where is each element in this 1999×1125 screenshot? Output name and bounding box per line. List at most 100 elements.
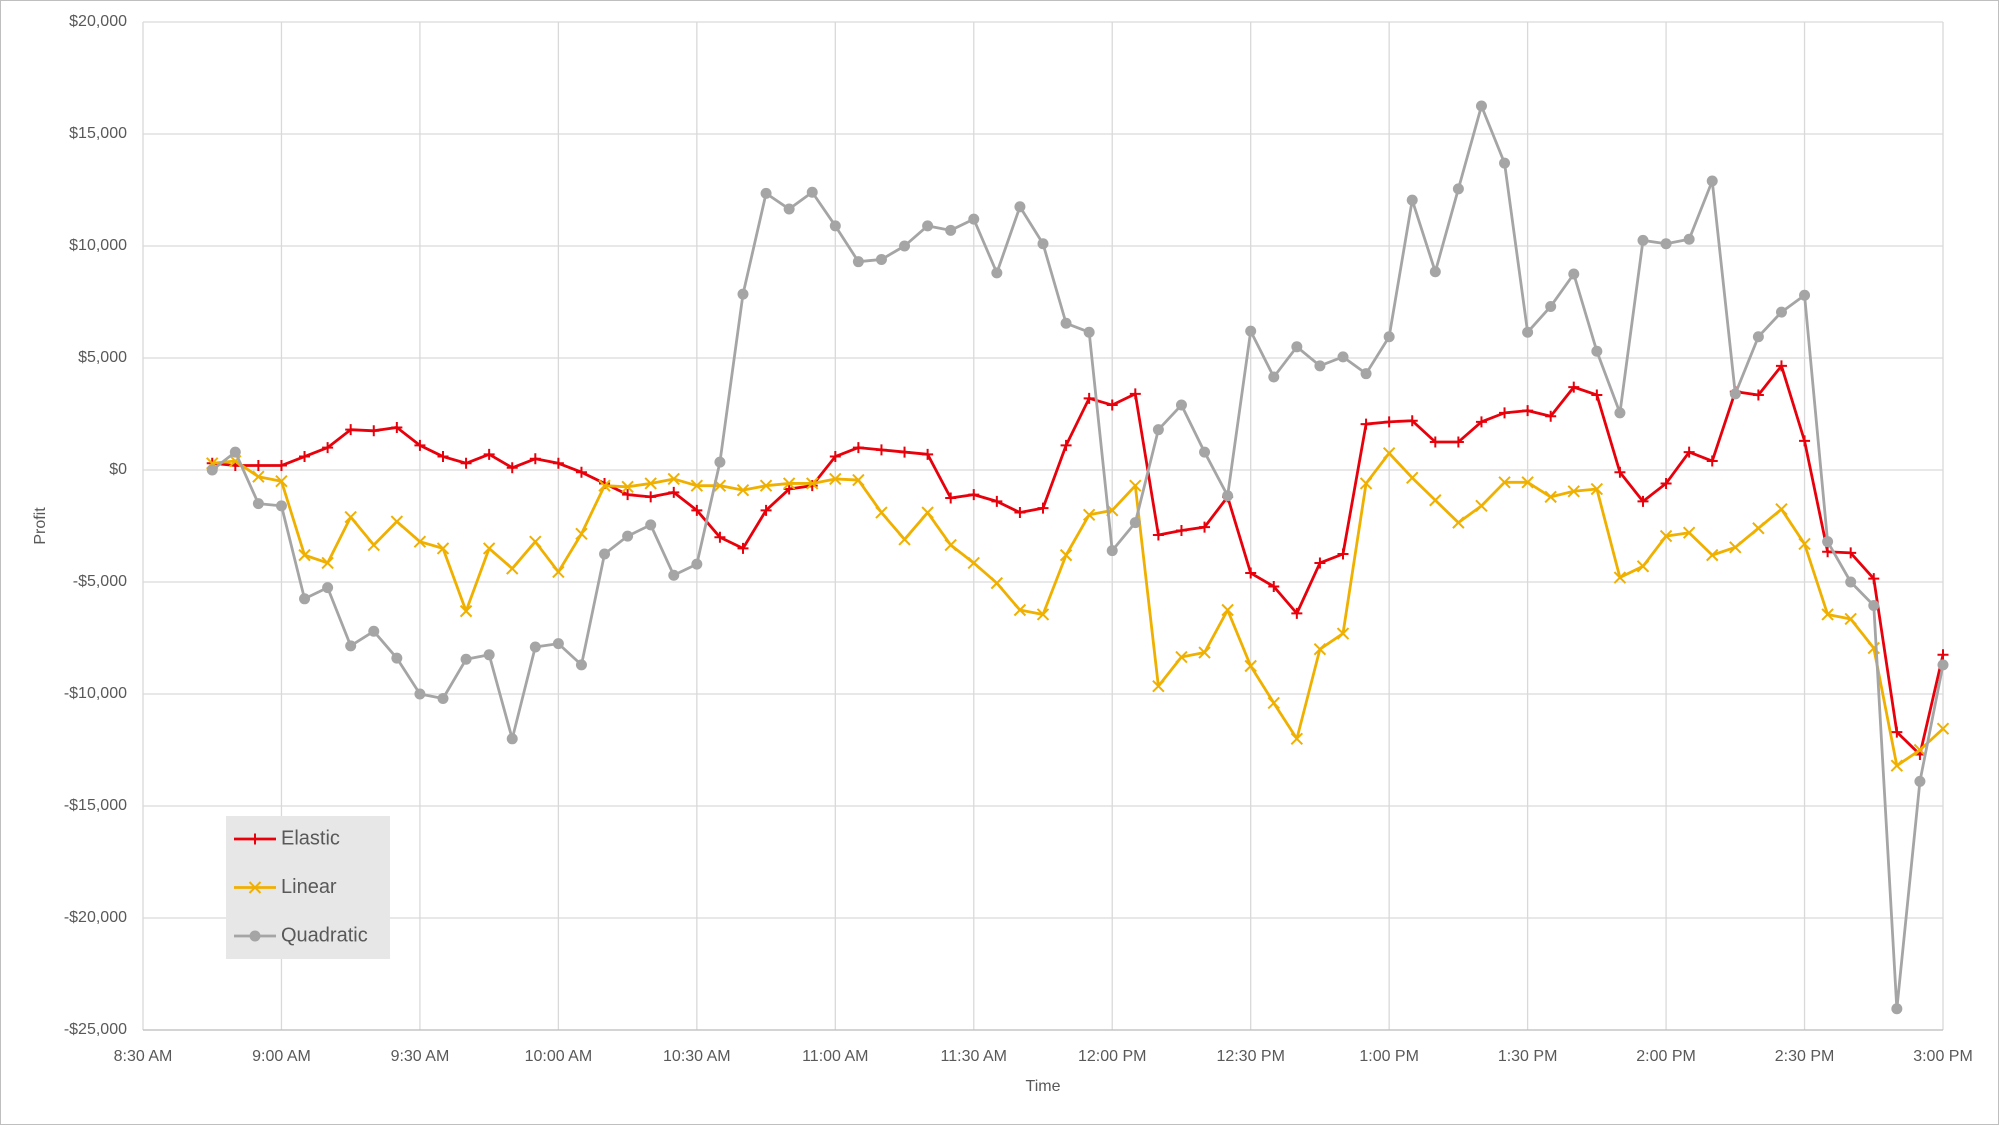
marker [322,442,334,454]
marker [1659,529,1673,543]
marker [714,456,726,468]
x-tick-label: 1:30 PM [1498,1048,1558,1065]
marker [1013,603,1027,617]
marker [1614,407,1626,419]
x-tick-label: 12:00 PM [1078,1048,1146,1065]
marker [852,473,865,487]
marker [1660,238,1672,250]
marker [782,477,796,490]
marker [1498,476,1511,489]
marker [1360,418,1372,430]
marker [1637,495,1649,507]
marker [1891,726,1903,738]
marker [967,556,980,570]
y-tick-label: -$10,000 [64,685,127,702]
marker [1059,548,1073,562]
marker [1752,389,1764,401]
marker [1060,317,1072,329]
marker [206,464,218,476]
marker [1175,399,1187,411]
marker [1799,435,1811,447]
marker [691,558,703,570]
marker [1106,545,1118,557]
x-tick-label: 12:30 PM [1216,1048,1284,1065]
marker [1937,659,1949,671]
marker [1591,389,1603,401]
marker [899,446,911,458]
marker [1036,608,1050,621]
y-tick-label: -$5,000 [73,573,127,590]
marker [229,446,241,458]
marker [783,483,795,495]
marker [1752,331,1764,343]
marker [1775,360,1787,372]
marker [1475,499,1488,513]
marker [1521,476,1534,489]
marker [414,439,426,451]
series-line [211,104,1945,1011]
marker [1567,485,1580,498]
marker [249,833,261,845]
marker [482,542,496,555]
marker [552,638,564,650]
marker [1291,341,1303,353]
y-tick-label: $15,000 [69,125,127,142]
marker [622,530,634,542]
x-axis-title: Time [1026,1078,1061,1095]
marker [1614,466,1626,478]
marker [1845,576,1857,588]
marker [1244,659,1257,673]
marker [322,582,334,594]
x-tick-label: 3:00 PM [1913,1048,1973,1065]
marker [1775,306,1787,318]
marker [252,460,264,472]
marker [1545,410,1557,422]
marker [252,470,265,483]
marker [1360,368,1372,380]
marker [991,495,1003,507]
marker [1568,381,1580,393]
marker [298,548,311,562]
marker [1936,722,1950,735]
marker [1060,439,1072,451]
marker [1014,507,1026,519]
marker [299,451,311,463]
marker [1591,345,1603,357]
marker [759,479,773,492]
x-tick-label: 10:00 AM [525,1048,593,1065]
marker [275,474,288,488]
marker [668,486,680,498]
marker [1914,775,1926,787]
marker [690,479,704,492]
marker [1475,416,1487,428]
marker [1544,490,1557,504]
marker [783,203,795,215]
y-tick-label: $20,000 [69,13,127,30]
marker [1890,759,1904,772]
marker [1590,482,1604,496]
marker [1268,371,1280,383]
marker [321,556,334,570]
series-line [212,364,1945,756]
y-tick-label: $5,000 [78,349,127,366]
marker [1429,494,1442,507]
marker [1106,399,1118,411]
marker [1129,517,1141,529]
marker [483,448,495,460]
legend: Elastic Linear Quadratic [226,816,390,959]
marker [1868,600,1880,612]
marker [460,457,472,469]
marker [668,569,680,581]
marker [1913,743,1927,757]
marker [436,542,450,555]
marker [1775,502,1788,516]
marker [968,213,980,225]
marker [391,652,403,664]
marker [1452,516,1465,529]
marker [345,424,357,436]
marker [1268,580,1280,592]
marker [437,692,449,704]
marker [368,425,380,437]
y-tick-label: -$15,000 [64,797,127,814]
